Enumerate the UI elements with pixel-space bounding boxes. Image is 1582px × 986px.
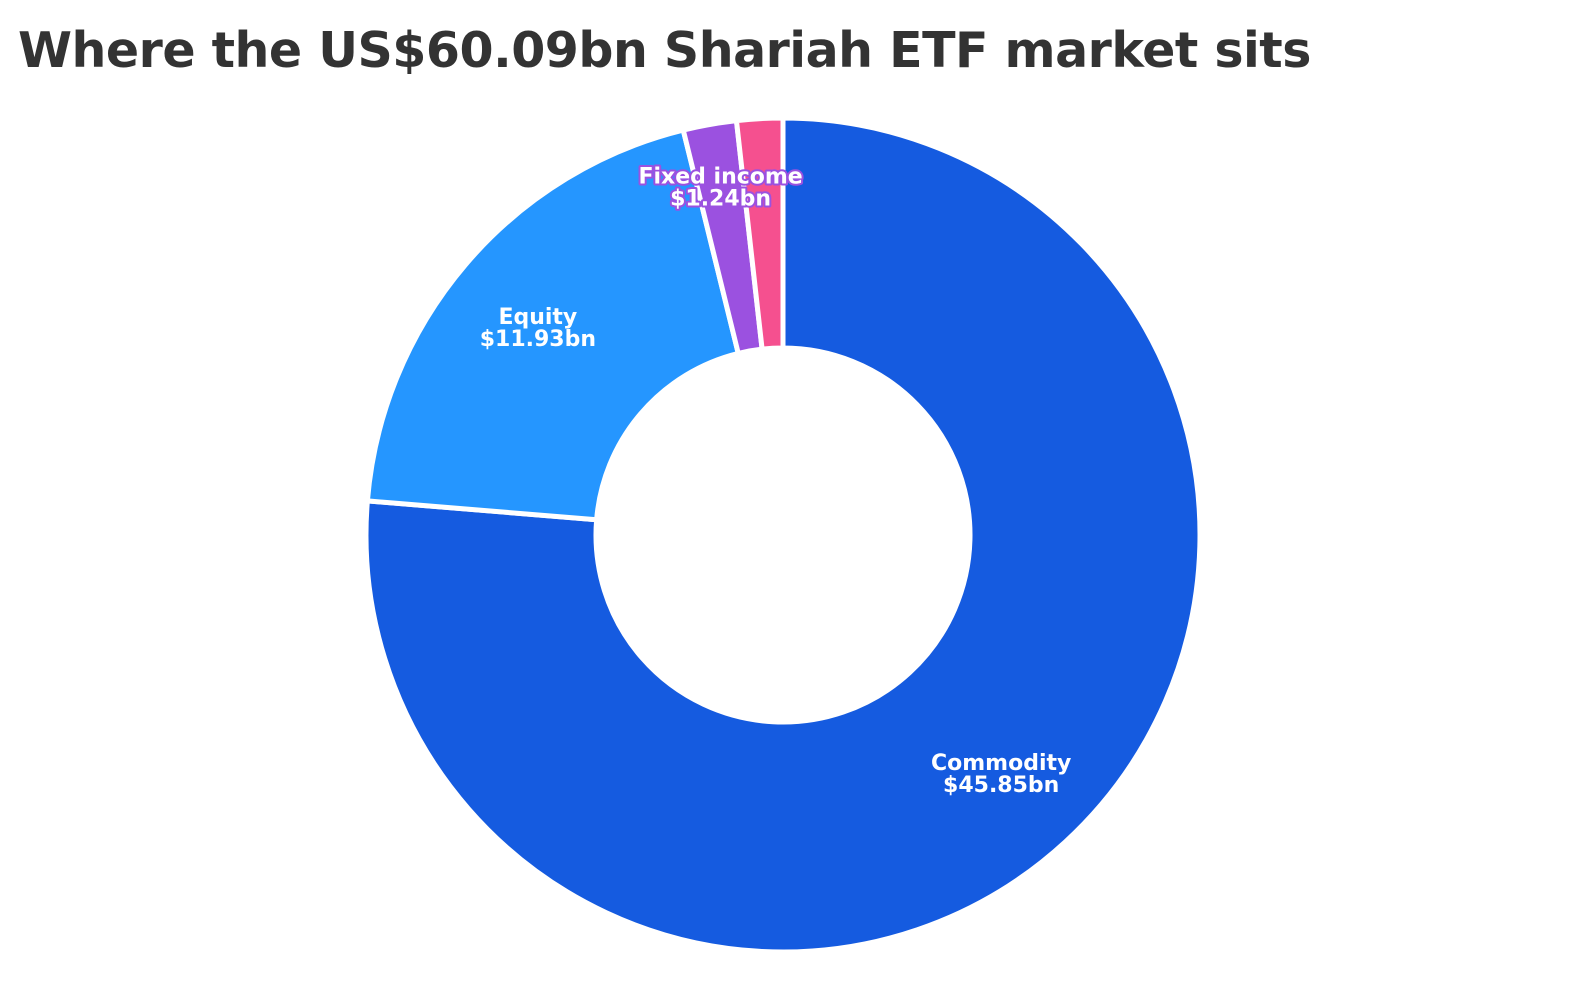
label-equity-name: Equity bbox=[498, 305, 577, 330]
slice-equity bbox=[364, 127, 741, 523]
donut-labels: Commodity$45.85bn Equity$11.93bn Fixed inc… bbox=[480, 163, 1072, 798]
label-equity-value: $11.93bn bbox=[480, 327, 596, 352]
donut-slices bbox=[363, 115, 1203, 955]
chart-title: Where the US$60.09bn Shariah ETF market … bbox=[18, 22, 1311, 79]
label-fixed-income-name: Fixed income bbox=[638, 165, 802, 190]
slice-commodity bbox=[363, 115, 1203, 955]
label-commodity-value: $45.85bn bbox=[943, 773, 1059, 798]
label-fixed-income-value: $1.24bn bbox=[670, 187, 771, 212]
slice-other bbox=[733, 115, 786, 352]
label-commodity-name: Commodity bbox=[931, 751, 1071, 776]
